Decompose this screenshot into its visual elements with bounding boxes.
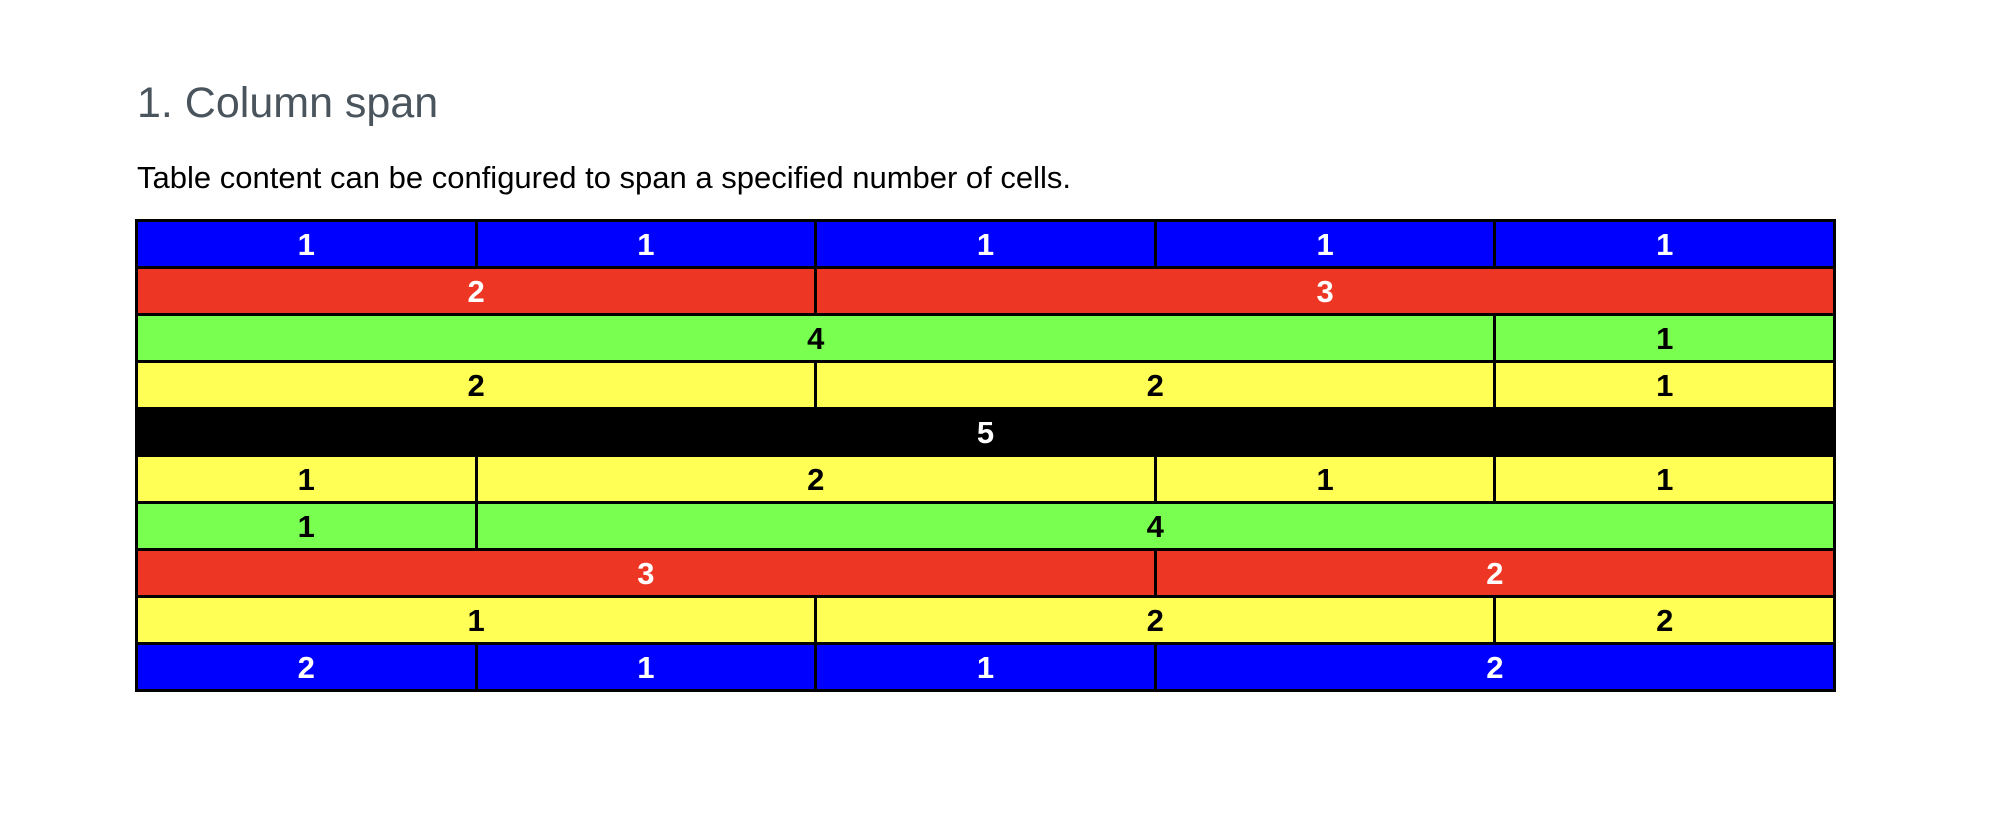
- table-cell: 2: [1153, 548, 1837, 598]
- table-cell: 3: [135, 548, 1157, 598]
- table-cell: 5: [135, 407, 1836, 457]
- table-cell: 2: [814, 595, 1497, 645]
- description-text: Table content can be configured to span …: [137, 160, 1072, 195]
- table-cell: 1: [134, 595, 818, 645]
- table-row: 3 2: [135, 548, 1837, 598]
- table-cell: 1: [1493, 360, 1836, 410]
- table-cell: 2: [134, 266, 818, 316]
- page-title: 1. Column span: [137, 79, 439, 127]
- table-cell: 1: [135, 454, 478, 504]
- table-cell: 1: [1153, 454, 1497, 504]
- table-cell: 2: [135, 642, 478, 692]
- table-row: 1 2 2: [134, 595, 1836, 645]
- table-cell: 1: [474, 219, 818, 269]
- table-cell: 1: [814, 642, 1157, 692]
- table-cell: 3: [814, 266, 1836, 316]
- table-row: 1 2 1 1: [135, 454, 1836, 504]
- table-cell: 2: [814, 360, 1497, 410]
- table-cell: 1: [1493, 313, 1836, 363]
- table-row: 2 3: [134, 266, 1836, 316]
- table-row: 2 2 1: [134, 360, 1836, 410]
- table-cell: 1: [1493, 219, 1836, 269]
- table-cell: 1: [135, 219, 478, 269]
- table-cell: 2: [134, 360, 818, 410]
- table-cell: 1: [814, 219, 1157, 269]
- table-cell: 2: [474, 454, 1157, 504]
- table-row: 1 1 1 1 1: [135, 219, 1836, 269]
- table-row: 1 4: [135, 501, 1837, 551]
- table-cell: 2: [1153, 642, 1837, 692]
- table-row: 2 1 1 2: [135, 642, 1837, 692]
- table-cell: 4: [474, 501, 1837, 551]
- table-cell: 1: [474, 642, 818, 692]
- table-cell: 4: [134, 313, 1497, 363]
- column-span-table: 1 1 1 1 1 2 3 4 1 2 2 1 5 1 2 1 1 1: [134, 219, 1837, 692]
- table-cell: 1: [1153, 219, 1497, 269]
- table-row: 5: [135, 407, 1836, 457]
- table-row: 4 1: [134, 313, 1836, 363]
- table-cell: 2: [1493, 595, 1836, 645]
- table-cell: 1: [1493, 454, 1836, 504]
- table-cell: 1: [135, 501, 478, 551]
